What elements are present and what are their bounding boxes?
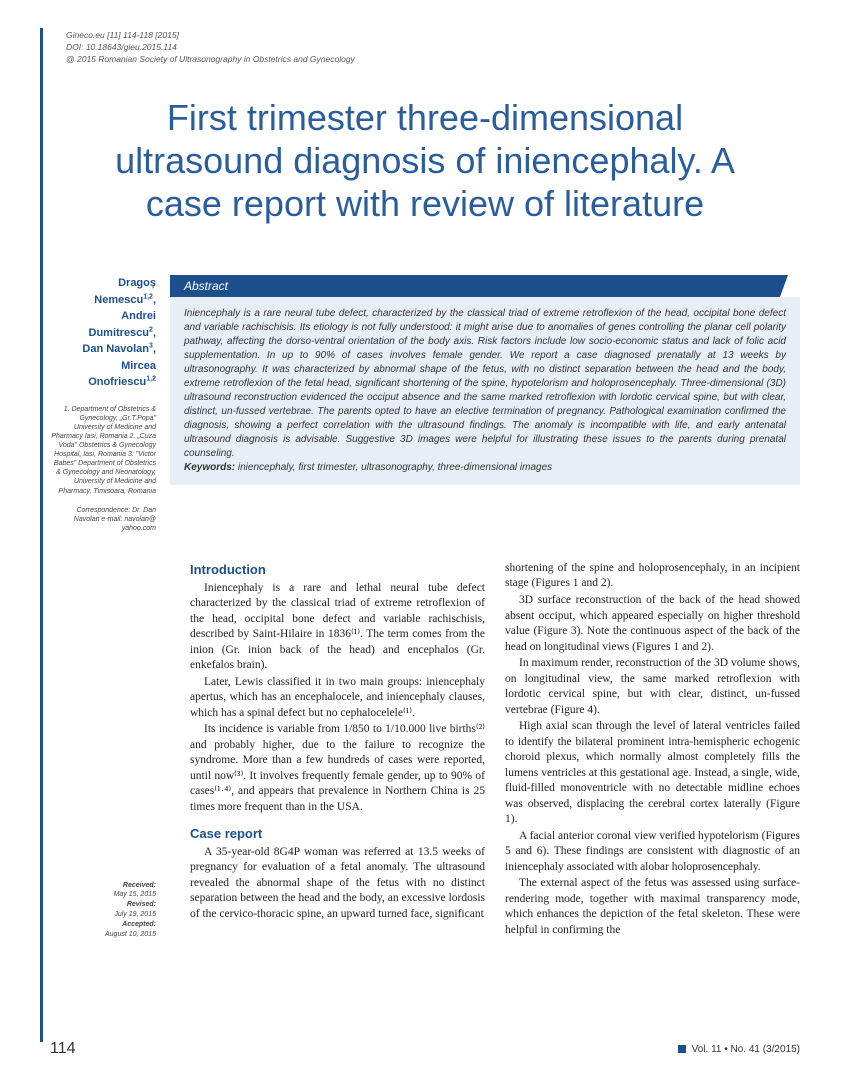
abstract-text: Iniencephaly is a rare neural tube defec… (184, 308, 786, 459)
col2-para-6: The external aspect of the fetus was ass… (505, 876, 800, 938)
case-report-heading: Case report (190, 825, 485, 843)
case-para-1: A 35-year-old 8G4P woman was referred at… (190, 845, 485, 923)
page: Gineco.eu [11] 114-118 [2015] DOI: 10.18… (0, 0, 850, 1082)
col2-para-1: shortening of the spine and holoprosence… (505, 561, 800, 592)
col2-para-3: In maximum render, reconstruction of the… (505, 656, 800, 718)
doi: DOI: 10.18643/gieu.2015.114 (66, 42, 800, 54)
correspondence: Correspondence: Dr. Dan Navolan e-mail: … (50, 506, 156, 533)
introduction-heading: Introduction (190, 561, 485, 579)
col2-para-2: 3D surface reconstruction of the back of… (505, 593, 800, 655)
intro-para-1: Iniencephaly is a rare and lethal neural… (190, 581, 485, 674)
footer-square-icon (678, 1045, 686, 1053)
accepted-date: August 10, 2015 (105, 931, 156, 938)
page-footer: 114 Vol. 11 • No. 41 (3/2015) (50, 1040, 800, 1058)
authors-list: DragoșNemescu1,2,AndreiDumitrescu2,Dan N… (50, 275, 156, 391)
body-column-1: Introduction Iniencephaly is a rare and … (190, 561, 485, 939)
issue-text: Vol. 11 • No. 41 (3/2015) (692, 1044, 800, 1055)
revised-label: Revised: (127, 901, 156, 908)
body-columns: Received: May 15, 2015 Revised: July 19,… (50, 561, 800, 939)
dates-column: Received: May 15, 2015 Revised: July 19,… (50, 561, 170, 939)
authors-column: DragoșNemescu1,2,AndreiDumitrescu2,Dan N… (50, 275, 170, 533)
abstract-row: DragoșNemescu1,2,AndreiDumitrescu2,Dan N… (50, 275, 800, 533)
intro-para-2: Later, Lewis classified it in two main g… (190, 675, 485, 722)
abstract-box: Iniencephaly is a rare neural tube defec… (170, 297, 800, 485)
body-column-2: shortening of the spine and holoprosence… (505, 561, 800, 939)
journal-header: Gineco.eu [11] 114-118 [2015] DOI: 10.18… (66, 30, 800, 66)
manuscript-dates: Received: May 15, 2015 Revised: July 19,… (50, 881, 156, 940)
revised-date: July 19, 2015 (114, 911, 156, 918)
copyright: @ 2015 Romanian Society of Ultrasonograp… (66, 54, 800, 66)
col2-para-5: A facial anterior coronal view verified … (505, 829, 800, 876)
abstract-column: Abstract Iniencephaly is a rare neural t… (170, 275, 800, 533)
accepted-label: Accepted: (122, 921, 156, 928)
received-label: Received: (123, 882, 156, 889)
journal-citation: Gineco.eu [11] 114-118 [2015] (66, 30, 800, 42)
page-number: 114 (50, 1040, 76, 1058)
left-border-rule (40, 28, 43, 1042)
keywords-label: Keywords: (184, 462, 235, 473)
footer-issue: Vol. 11 • No. 41 (3/2015) (678, 1044, 800, 1055)
col2-para-4: High axial scan through the level of lat… (505, 719, 800, 828)
abstract-header: Abstract (170, 275, 800, 297)
article-title: First trimester three-dimensional ultras… (80, 96, 770, 226)
intro-para-3: Its incidence is variable from 1/850 to … (190, 722, 485, 815)
affiliations: 1. Department of Obstetrics & Gynecology… (50, 405, 156, 496)
keywords: iniencephaly, first trimester, ultrasono… (235, 462, 552, 473)
received-date: May 15, 2015 (114, 891, 156, 898)
